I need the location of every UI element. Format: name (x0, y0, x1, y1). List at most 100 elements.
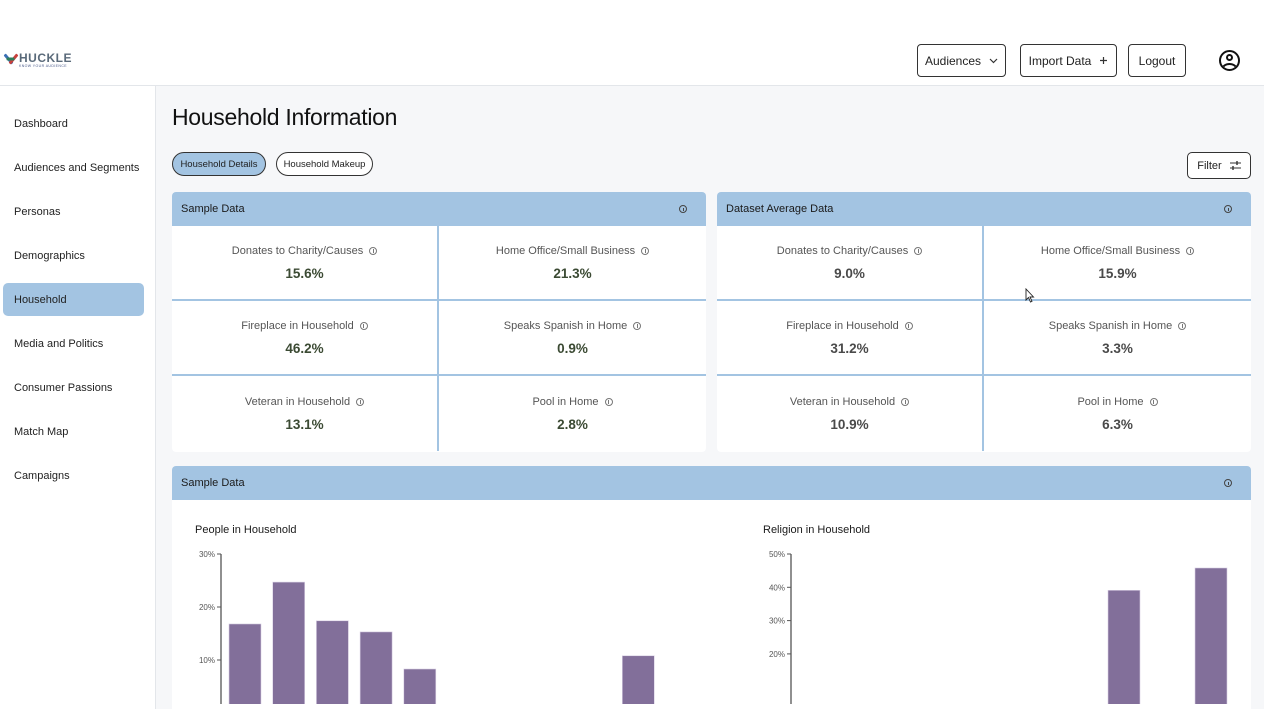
stat-label: Donates to Charity/Causes (231, 244, 364, 257)
import-data-label: Import Data (1028, 53, 1092, 68)
info-icon[interactable] (904, 321, 913, 330)
bar[interactable] (1107, 589, 1141, 704)
stat-cell: Fireplace in Household 46.2% (172, 301, 439, 376)
chart-title-people: People in Household (195, 524, 297, 536)
logout-button[interactable]: Logout (1128, 44, 1186, 77)
panel-title: Sample Data (181, 477, 245, 489)
sidebar-item-audiences-and-segments[interactable]: Audiences and Segments (3, 151, 144, 184)
stat-cell: Speaks Spanish in Home 3.3% (984, 301, 1251, 376)
stat-value: 2.8% (557, 416, 588, 432)
info-icon[interactable] (641, 246, 650, 255)
bar[interactable] (272, 581, 305, 704)
stat-value: 9.0% (834, 265, 865, 281)
stat-label: Donates to Charity/Causes (776, 244, 909, 257)
info-icon[interactable] (633, 321, 642, 330)
info-icon[interactable] (1178, 321, 1187, 330)
info-icon[interactable] (679, 205, 687, 213)
tab-label: Household Makeup (283, 158, 366, 170)
panel-title: Dataset Average Data (726, 203, 834, 215)
chart-title-religion: Religion in Household (763, 524, 871, 536)
stat-cell: Home Office/Small Business 21.3% (439, 226, 706, 301)
stat-label: Home Office/Small Business (1040, 244, 1181, 257)
stat-value: 46.2% (285, 340, 324, 356)
sidebar-item-label: Media and Politics (14, 337, 104, 350)
sidebar-item-demographics[interactable]: Demographics (3, 239, 144, 272)
huckle-logo[interactable]: HUCKLE KNOW YOUR AUDIENCE (3, 51, 72, 69)
bar[interactable] (359, 631, 393, 704)
filter-button[interactable]: Filter (1187, 152, 1251, 179)
sidebar-item-label: Consumer Passions (14, 381, 113, 394)
sidebar-item-consumer-passions[interactable]: Consumer Passions (3, 371, 144, 404)
chevron-down-icon (989, 58, 998, 63)
sidebar-item-match-map[interactable]: Match Map (3, 415, 144, 448)
stat-label: Speaks Spanish in Home (503, 319, 628, 332)
import-data-button[interactable]: Import Data (1020, 44, 1117, 77)
stat-label: Speaks Spanish in Home (1048, 319, 1173, 332)
info-icon[interactable] (1224, 479, 1232, 487)
people-in-household-chart: 10% 20% 30% (199, 550, 655, 704)
filter-label: Filter (1197, 159, 1222, 172)
bar[interactable] (228, 623, 262, 704)
main-content: Household Information Household Details … (156, 86, 1264, 709)
audiences-dropdown-button[interactable]: Audiences (917, 44, 1006, 77)
panel-title: Sample Data (181, 203, 245, 215)
sidebar-item-household[interactable]: Household (3, 283, 144, 316)
stat-value: 3.3% (1102, 340, 1133, 356)
info-icon[interactable] (1186, 246, 1195, 255)
sidebar-item-personas[interactable]: Personas (3, 195, 144, 228)
stat-cell: Donates to Charity/Causes 9.0% (717, 226, 984, 301)
stat-value: 31.2% (830, 340, 869, 356)
stat-cell: Pool in Home 6.3% (984, 376, 1251, 451)
tab-household-makeup[interactable]: Household Makeup (276, 152, 373, 176)
y-tick-label: 40% (769, 583, 785, 592)
stat-cell: Home Office/Small Business 15.9% (984, 226, 1251, 301)
stat-cell: Donates to Charity/Causes 15.6% (172, 226, 439, 301)
info-icon[interactable] (1149, 397, 1158, 406)
top-bar: HUCKLE KNOW YOUR AUDIENCE Audiences Impo… (0, 0, 1264, 86)
info-icon[interactable] (359, 321, 368, 330)
sidebar-item-label: Household (14, 293, 67, 306)
sidebar-item-label: Audiences and Segments (14, 161, 140, 174)
info-icon[interactable] (914, 246, 923, 255)
stat-label: Pool in Home (1077, 395, 1144, 408)
y-tick-label: 30% (199, 550, 215, 559)
sliders-icon (1229, 161, 1241, 170)
sidebar-item-media-and-politics[interactable]: Media and Politics (3, 327, 144, 360)
dataset-average-panel: Dataset Average Data Donates to Charity/… (717, 192, 1251, 452)
info-icon[interactable] (901, 397, 910, 406)
stat-value: 0.9% (557, 340, 588, 356)
sidebar-item-dashboard[interactable]: Dashboard (3, 107, 144, 140)
stat-value: 6.3% (1102, 416, 1133, 432)
stat-label: Pool in Home (532, 395, 599, 408)
y-tick-label: 50% (769, 550, 785, 559)
bar[interactable] (621, 655, 655, 704)
sidebar-item-campaigns[interactable]: Campaigns (3, 459, 144, 492)
logo-tagline: KNOW YOUR AUDIENCE (19, 64, 67, 68)
mouse-cursor-icon (1025, 288, 1035, 303)
bar[interactable] (1194, 567, 1228, 704)
info-icon[interactable] (369, 246, 378, 255)
stat-label: Fireplace in Household (786, 319, 899, 332)
stat-value: 15.6% (285, 265, 324, 281)
tab-label: Household Details (180, 158, 258, 170)
tab-household-details[interactable]: Household Details (172, 152, 266, 176)
info-icon[interactable] (604, 397, 613, 406)
stat-value: 13.1% (285, 416, 324, 432)
y-tick-label: 30% (769, 617, 785, 626)
y-tick-label: 20% (199, 603, 215, 612)
stat-cell: Fireplace in Household 31.2% (717, 301, 984, 376)
panel-header: Sample Data (172, 466, 1251, 500)
y-tick-label: 10% (199, 656, 215, 665)
stat-label: Home Office/Small Business (495, 244, 636, 257)
stat-value: 10.9% (830, 416, 869, 432)
plus-icon (1100, 57, 1108, 64)
logo-name: HUCKLE (19, 51, 72, 65)
bar[interactable] (403, 668, 437, 704)
bar[interactable] (316, 620, 349, 704)
info-icon[interactable] (1224, 205, 1232, 213)
info-icon[interactable] (356, 397, 365, 406)
sidebar: Dashboard Audiences and Segments Persona… (0, 86, 156, 709)
panel-header: Sample Data (172, 192, 706, 226)
user-circle-icon[interactable] (1219, 50, 1240, 71)
stat-cell: Speaks Spanish in Home 0.9% (439, 301, 706, 376)
